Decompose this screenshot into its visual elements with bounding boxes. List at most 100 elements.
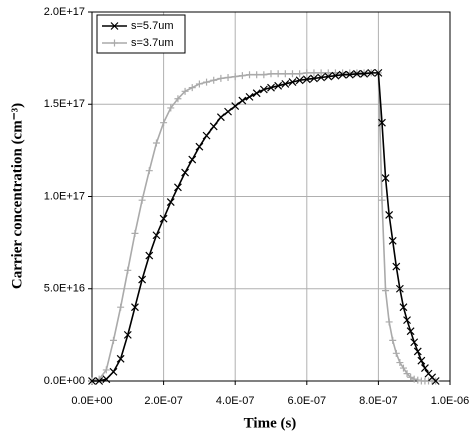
- data-point: [109, 367, 118, 376]
- data-point: [381, 174, 390, 182]
- data-point: [395, 284, 404, 293]
- data-point: [407, 373, 415, 381]
- data-point: [159, 214, 168, 223]
- data-point: [392, 262, 401, 271]
- data-point: [410, 338, 419, 347]
- data-point: [245, 92, 254, 101]
- data-point: [374, 68, 383, 77]
- data-point: [217, 74, 225, 82]
- data-point: [145, 167, 153, 175]
- data-point: [238, 96, 247, 105]
- data-point: [324, 69, 332, 77]
- data-point: [360, 69, 369, 78]
- data-point: [117, 303, 125, 311]
- data-point: [88, 377, 96, 385]
- legend-label: s=3.7um: [131, 37, 174, 49]
- data-point: [152, 231, 161, 240]
- x-tick-label: 2.0E-07: [144, 395, 183, 407]
- data-point: [231, 73, 239, 81]
- data-point: [324, 72, 333, 81]
- data-point: [224, 73, 232, 81]
- y-axis-title: Carrier concentration (cm⁻³): [9, 103, 25, 289]
- data-point: [181, 87, 189, 95]
- data-point: [138, 196, 146, 204]
- data-point: [267, 83, 275, 92]
- data-point: [123, 330, 132, 339]
- data-point: [152, 139, 160, 147]
- data-point: [431, 377, 440, 385]
- data-point: [317, 69, 325, 77]
- data-point: [188, 155, 197, 164]
- data-point: [102, 366, 110, 374]
- data-point: [378, 118, 386, 127]
- data-point: [413, 347, 422, 356]
- data-point: [203, 78, 211, 86]
- data-point: [260, 71, 268, 79]
- x-axis-title: Time (s): [244, 415, 297, 431]
- data-point: [421, 364, 429, 373]
- data-point: [295, 76, 304, 85]
- y-tick-label: 5.0E+16: [44, 283, 85, 295]
- data-point: [145, 251, 154, 260]
- data-point: [302, 75, 311, 84]
- data-point: [367, 68, 376, 77]
- data-point: [385, 211, 394, 219]
- data-point: [252, 89, 261, 98]
- data-point: [388, 236, 397, 245]
- legend-marker: [111, 39, 118, 47]
- data-point: [288, 70, 296, 78]
- data-point: [396, 359, 404, 367]
- data-point: [378, 196, 386, 204]
- data-point: [403, 316, 411, 325]
- data-point: [385, 318, 393, 326]
- data-point: [174, 95, 182, 103]
- data-point: [406, 327, 415, 336]
- data-point: [310, 74, 318, 83]
- x-tick-label: 6.0E-07: [288, 395, 327, 407]
- data-point: [414, 376, 422, 384]
- data-point: [181, 168, 190, 177]
- data-point: [317, 73, 326, 82]
- data-point: [160, 119, 168, 127]
- data-point: [259, 85, 268, 94]
- data-point: [331, 71, 340, 80]
- data-point: [338, 70, 347, 79]
- y-tick-label: 1.0E+17: [44, 190, 85, 202]
- data-point: [403, 370, 411, 378]
- legend-label: s=5.7um: [131, 20, 174, 32]
- data-point: [202, 131, 211, 140]
- data-point: [209, 122, 218, 131]
- data-point: [353, 69, 361, 77]
- data-point: [188, 84, 196, 92]
- data-point: [216, 113, 225, 122]
- y-tick-label: 2.0E+17: [44, 6, 85, 18]
- data-point: [231, 102, 240, 111]
- data-point: [382, 287, 390, 295]
- x-tick-label: 1.0E-06: [431, 395, 470, 407]
- data-point: [131, 303, 139, 312]
- data-point: [95, 377, 104, 385]
- data-point: [274, 81, 283, 90]
- data-point: [310, 69, 318, 77]
- y-tick-label: 0.0E+00: [44, 375, 85, 387]
- data-point: [253, 71, 261, 79]
- data-point: [109, 336, 117, 344]
- legend-marker: [110, 22, 119, 30]
- data-point: [246, 71, 254, 79]
- data-point: [138, 275, 147, 284]
- data-point: [345, 70, 354, 79]
- data-point: [224, 107, 232, 116]
- data-point: [102, 375, 111, 384]
- data-point: [296, 70, 304, 78]
- data-point: [195, 142, 204, 151]
- data-point: [352, 69, 361, 78]
- data-point: [116, 354, 125, 363]
- data-point: [124, 266, 132, 274]
- data-point: [392, 349, 400, 357]
- y-tick-label: 1.5E+17: [44, 98, 85, 110]
- data-point: [167, 104, 175, 112]
- legend-box: [96, 14, 186, 54]
- data-point: [210, 76, 218, 84]
